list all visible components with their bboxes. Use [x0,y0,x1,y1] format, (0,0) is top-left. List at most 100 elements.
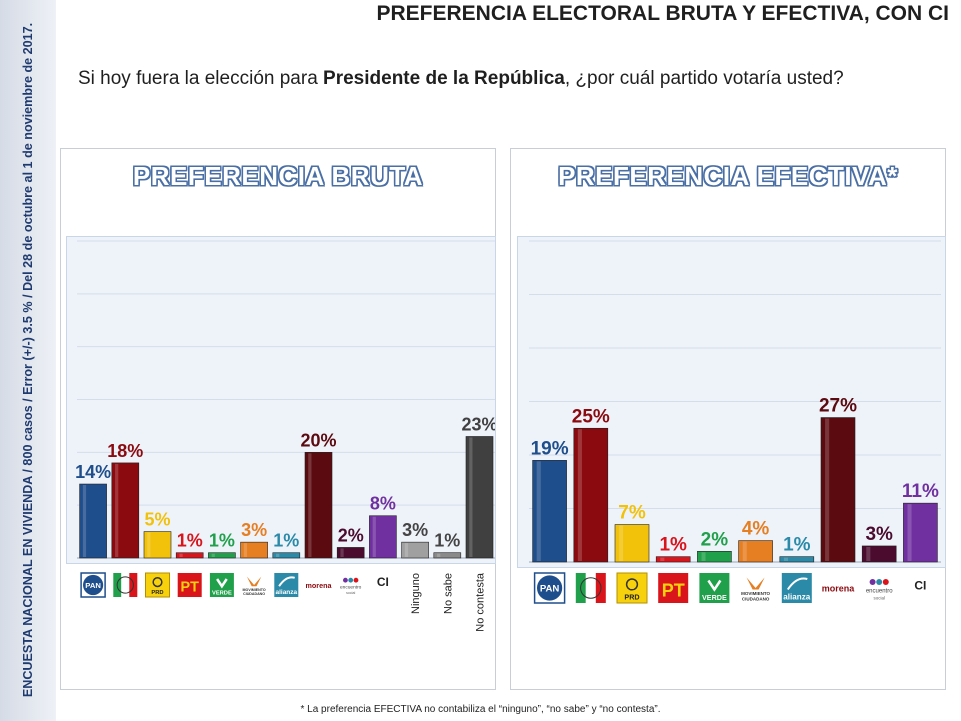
bar-highlight [437,553,441,557]
chart-title-bruta: PREFERENCIA BRUTA [132,161,424,191]
svg-text:PRD: PRD [624,592,639,601]
bar-ninguno [401,541,429,559]
svg-text:PAN: PAN [540,584,560,595]
chart-bruta: 14% PAN 18% 5% PRD 1% PT 1% VERDE 3% MOVIMIENTOCIU… [75,240,495,632]
category-label-ci: CI [377,575,389,589]
party-logo-pri [113,573,138,597]
bar-pri [573,427,609,563]
data-label-ci: 11% [902,481,939,502]
party-logo-pan: PAN [533,572,566,604]
category-label-no-sabe: No sabe [442,573,454,614]
bar-mc [738,540,773,563]
bar-highlight [825,418,830,561]
data-label-nueva-alianza: 1% [783,535,811,556]
svg-text:MOVIMIENTO: MOVIMIENTO [741,591,770,596]
svg-text:PAN: PAN [85,581,101,590]
bar-encuentro-social [336,547,365,559]
bar-prd [614,524,650,563]
bar-highlight [340,548,344,557]
panel-bruta: PREFERENCIA BRUTA 14% PAN 18% 5% PRD 1% PT 1% VE… [60,148,496,690]
data-label-no-sabe: 1% [434,531,460,551]
data-label-pvem: 2% [701,529,729,550]
party-logo-morena: morena [822,573,856,603]
svg-text:morena: morena [306,581,333,590]
party-logo-pri [575,573,606,603]
bar-prd [143,531,172,559]
bar-highlight [308,453,312,557]
bar-highlight [404,543,409,557]
svg-text:CIUDADANO: CIUDADANO [243,592,265,596]
svg-text:PT: PT [662,580,685,600]
bar-pan [79,483,107,559]
bar-encuentro-social [861,545,897,563]
svg-text:CIUDADANO: CIUDADANO [742,597,770,602]
party-logo-alianza: alianza [781,573,812,603]
bar-nueva-alianza [272,552,301,559]
svg-text:PRD: PRD [151,590,163,596]
svg-text:alianza: alianza [276,589,298,596]
party-logo-pan: PAN [80,572,106,598]
party-logo-prd: PRD [616,572,648,604]
survey-info: ENCUESTA NACIONAL EN VIVIENDA / 800 caso… [21,22,35,698]
data-label-encuentro-social: 3% [865,524,893,545]
bar-morena [820,417,856,563]
data-label-morena: 27% [819,396,857,417]
question-bold: Presidente de la República [323,68,565,89]
svg-text:morena: morena [822,584,856,594]
party-logo-alianza: alianza [274,573,299,597]
data-label-no-contesta: 23% [461,414,495,434]
bar-highlight [577,429,582,561]
data-label-morena: 20% [300,430,336,450]
svg-text:social: social [346,591,355,595]
data-label-pan: 14% [75,462,111,482]
bar-mc [240,541,268,559]
svg-text:PT: PT [181,580,200,596]
data-label-mc: 3% [241,520,267,540]
bar-highlight [147,532,151,557]
bar-pan [532,460,567,563]
question-text: Si hoy fuera la elección para Presidente… [78,68,844,89]
bar-highlight [469,437,473,557]
bar-highlight [907,504,912,561]
data-label-prd: 5% [144,510,170,530]
bar-highlight [866,546,871,561]
party-logo-morena: morena [306,573,333,597]
data-label-encuentro-social: 2% [338,525,364,545]
bar-highlight [82,485,87,557]
svg-text:social: social [873,595,885,600]
svg-text:VERDE: VERDE [212,591,232,597]
bar-pri [111,462,140,559]
bar-ci [903,502,938,563]
svg-text:VERDE: VERDE [702,593,727,602]
bar-nueva-alianza [779,556,815,563]
panel-efectiva: PREFERENCIA EFECTIVA* 19% PAN 25% 7% PRD 1% PT… [510,148,946,690]
bar-highlight [179,553,183,557]
bar-highlight [701,552,706,561]
bar-highlight [243,543,248,557]
bar-highlight [115,463,119,557]
category-label-ninguno: Ninguno [410,573,422,614]
bar-highlight [742,541,747,561]
bar-morena [304,452,333,559]
bar-pvem [697,550,732,563]
bar-highlight [372,516,376,557]
bar-no-sabe [433,552,462,559]
data-label-mc: 4% [742,519,770,540]
bar-pvem [208,552,236,559]
category-label-ci: CI [914,579,926,593]
sidebar-band: ENCUESTA NACIONAL EN VIVIENDA / 800 caso… [0,0,56,721]
data-label-ci: 8% [370,494,396,514]
bar-ci [369,515,397,559]
svg-text:MOVIMIENTO: MOVIMIENTO [243,588,266,592]
bar-no-contesta [465,436,494,559]
party-logo-verde: VERDE [699,573,730,603]
bar-pt [175,552,204,559]
data-label-pt: 1% [177,531,203,551]
data-label-pan: 19% [531,438,569,459]
party-logo-prd: PRD [145,572,170,598]
data-label-pvem: 1% [209,531,235,551]
chart-title-efectiva: PREFERENCIA EFECTIVA* [558,161,898,191]
data-label-prd: 7% [618,503,646,524]
